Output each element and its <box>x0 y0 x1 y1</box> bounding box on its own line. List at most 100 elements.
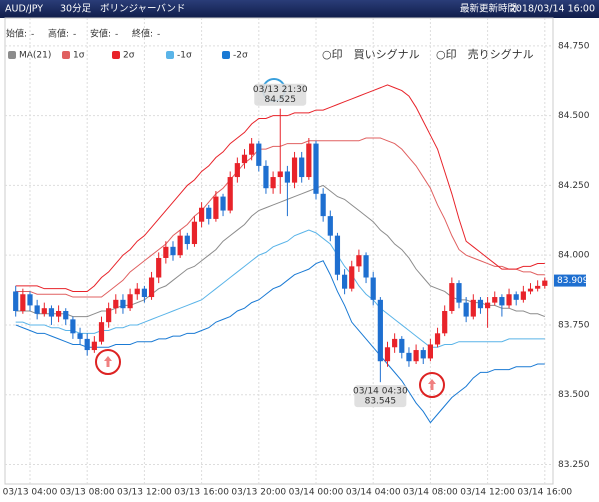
annotation-date: 03/14 04:30 <box>353 387 408 397</box>
x-tick-label: 03/13 16:00 <box>174 488 229 498</box>
candle-body <box>349 266 355 289</box>
x-tick-label: 03/13 12:00 <box>117 488 172 498</box>
legend-label: 2σ <box>123 51 135 61</box>
x-tick-label: 03/14 00:00 <box>289 488 344 498</box>
candle-body <box>370 277 376 300</box>
timeframe: 30分足 <box>60 4 92 15</box>
candle-body <box>263 165 269 189</box>
candle-body <box>399 338 405 353</box>
updated: 2018/03/14 16:00 <box>510 4 595 15</box>
candle-body <box>527 288 534 292</box>
candle-body <box>470 299 476 317</box>
candle-body <box>249 143 255 155</box>
indicator: ボリンジャーバンド <box>100 4 185 15</box>
candle-body <box>41 308 47 314</box>
legend-swatch <box>112 51 120 59</box>
candle-body <box>513 294 519 300</box>
y-tick-label: 84.750 <box>558 41 590 51</box>
x-tick-label: 03/14 04:00 <box>346 488 401 498</box>
legend-swatch <box>166 51 174 59</box>
candle-body <box>98 322 105 342</box>
candle-body <box>377 299 383 362</box>
candle-body <box>56 310 62 317</box>
legend-label: MA(21) <box>19 51 51 61</box>
y-tick-label: 83.750 <box>558 320 590 330</box>
candle-body <box>70 319 76 334</box>
candle-body <box>506 294 512 306</box>
y-tick-label: 84.000 <box>558 251 590 261</box>
candle-body <box>199 207 205 222</box>
candle-body <box>220 196 226 211</box>
candle-body <box>156 257 162 278</box>
ohlc-row: 始値: - 高値: - 安値: - 終値: - <box>6 28 160 40</box>
candle-body <box>499 297 505 306</box>
buy-signal <box>95 349 121 375</box>
ohlc-value: - <box>115 30 118 40</box>
candle-body <box>213 196 219 219</box>
updated-label: 最新更新時間: <box>460 3 520 15</box>
legend: MA(21) 1σ 2σ -1σ -2σ <box>8 51 248 61</box>
candle-body <box>420 350 426 359</box>
candle-body <box>134 288 140 295</box>
candle-body <box>284 171 290 183</box>
candle-body <box>234 163 240 178</box>
pair: AUD/JPY <box>5 4 43 15</box>
legend-label: -2σ <box>233 51 248 61</box>
candle-body <box>191 221 198 245</box>
candle-body <box>127 294 133 309</box>
annotation-box <box>354 385 407 408</box>
candle-body <box>270 177 276 189</box>
x-tick-label: 03/14 12:00 <box>460 488 515 498</box>
candle-body <box>20 294 26 311</box>
ohlc-value: - <box>73 30 76 40</box>
band-line <box>15 260 545 424</box>
candle-body <box>520 291 526 300</box>
candle-body <box>334 235 341 275</box>
candle-body <box>442 310 448 334</box>
candle-body <box>84 338 90 351</box>
sell-signal-legend: ○印 売りシグナル <box>436 47 534 61</box>
ohlc-label: 安値: <box>90 28 111 40</box>
candle-body <box>91 341 97 351</box>
candle-body <box>313 143 319 194</box>
candle-body <box>206 207 212 219</box>
x-tick-label: 03/13 04:00 <box>3 488 58 498</box>
candle-body <box>392 338 398 348</box>
candle-body <box>427 344 433 359</box>
header-bar <box>0 0 599 18</box>
buy-signal <box>419 372 445 398</box>
ohlc-label: 終値: <box>132 28 153 40</box>
annotation-value: 83.545 <box>365 397 397 407</box>
last-price-box <box>554 274 586 287</box>
candle-body <box>320 193 326 217</box>
candle-body <box>485 302 491 309</box>
candle-body <box>184 235 190 245</box>
ohlc-label: 始値: <box>6 28 27 40</box>
y-tick-label: 83.500 <box>558 390 590 400</box>
candle-body <box>148 277 155 298</box>
last-price-label: 83.909 <box>557 276 589 286</box>
candle-body <box>141 288 147 298</box>
candle-body <box>306 143 312 178</box>
candle-body <box>120 299 126 309</box>
y-tick-label: 84.500 <box>558 111 590 121</box>
candle-body <box>177 235 183 256</box>
candle-body <box>542 280 548 286</box>
y-tick-label: 83.250 <box>558 460 590 470</box>
candle-body <box>13 291 19 311</box>
candle-body <box>413 350 419 362</box>
legend-swatch <box>222 51 230 59</box>
legend-label: -1σ <box>177 51 192 61</box>
candle-body <box>48 308 55 317</box>
candle-body <box>77 333 83 339</box>
annotation-box <box>254 83 307 106</box>
candle-body <box>256 143 262 166</box>
candle-body <box>63 310 69 320</box>
candle-body <box>113 299 119 309</box>
x-tick-label: 03/13 08:00 <box>60 488 115 498</box>
candle-body <box>456 283 462 303</box>
ohlc-value: - <box>157 30 160 40</box>
buy-arrow <box>104 356 112 367</box>
header: AUD/JPY 30分足 ボリンジャーバンド 最新更新時間: 2018/03/1… <box>0 0 599 18</box>
